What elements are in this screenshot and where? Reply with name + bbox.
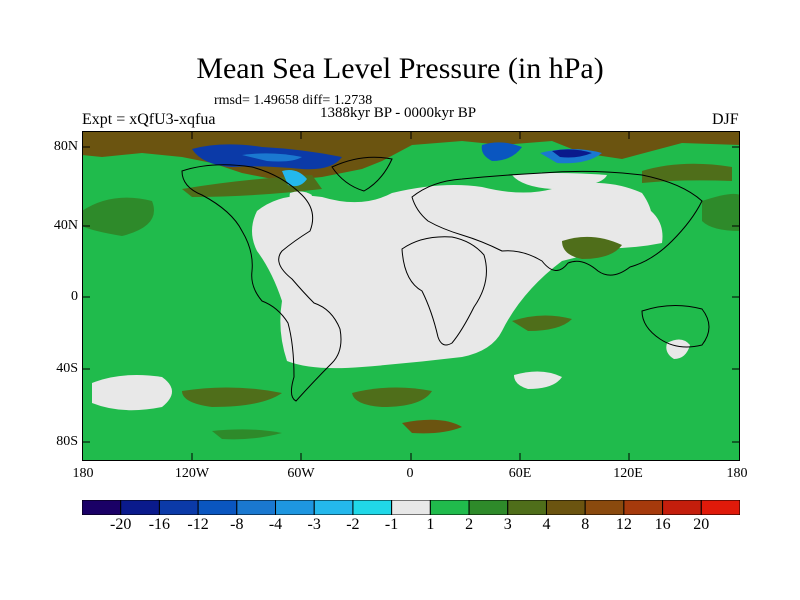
colorbar-cell [700,500,740,515]
lon-label-120e: 120E [613,466,643,481]
lon-label-180e: 180 [726,466,748,481]
colorbar-cell [158,500,199,515]
lon-label-0: 0 [406,466,414,481]
colorbar-cell [584,500,625,515]
colorbar-label: -1 [384,516,399,533]
season-label: DJF [712,111,739,128]
colorbar-cell [236,500,277,515]
experiment-label: Expt = xQfU3-xqfua [82,111,216,128]
colorbar-cell [197,500,238,515]
colorbar-cell [82,500,122,515]
colorbar-cell [429,500,470,515]
siberian-olive-band [642,163,732,183]
colorbar-cell [120,500,160,515]
colorbar-cell [313,500,354,515]
indian-ocean-olive-patch [512,315,572,331]
lat-label-0: 0 [71,289,78,304]
india-olive-patch [562,236,622,259]
colorbar-label: 3 [503,516,512,533]
colorbar-cell [352,500,393,515]
lat-label-80n: 80N [53,139,78,154]
lon-label-60e: 60E [508,466,532,481]
antarctic-dark-patch [212,429,282,440]
axis-ticks [82,131,740,461]
canadian-arctic-core [242,153,302,162]
tasman-one-hpa-patch [666,339,690,359]
lat-label-40n: 40N [53,218,78,233]
arctic-positive-anomaly [82,131,740,181]
hudson-one-hpa-patch [289,191,312,207]
asia-one-hpa-region [522,196,663,249]
colorbar-cell [507,500,547,515]
colorbar-label: -3 [307,516,321,533]
colorbar-label: 8 [581,516,590,533]
colorbar-cell [391,500,431,515]
colorbar-label: -12 [187,516,209,533]
lat-label-80s: 80S [56,434,78,449]
north-pacific-dark-patch [82,197,154,236]
colorbar-label: 20 [693,516,710,533]
lon-label-120w: 120W [174,466,210,481]
time-period-label: 1388kyr BP - 0000kyr BP [320,105,477,121]
siberia-one-hpa-region [512,173,607,189]
colorbar-label: -2 [346,516,360,533]
south-indian-one-hpa-patch [514,371,562,389]
west-pacific-dark-patch [702,193,740,231]
colorbar-label: 2 [465,516,474,533]
south-atlantic-olive-patch [352,387,432,407]
rmsd-diff-stats: rmsd= 1.49658 diff= 1.2738 [214,93,373,108]
baffin-cyan-patch [282,170,307,187]
colorbar-label: 16 [654,516,671,533]
siberian-negative-core [552,149,592,158]
colorbar [82,500,740,515]
colorbar-label: -8 [230,516,244,533]
colorbar-cell [623,500,664,515]
colorbar-label: -20 [110,516,132,533]
coastlines [181,156,710,402]
barents-negative-anomaly [481,142,522,161]
lon-label-180w: 180 [72,466,94,481]
colorbar-label: 4 [542,516,551,533]
colorbar-cell [468,500,509,515]
colorbar-cell [545,500,586,515]
pressure-anomaly-map [82,131,740,461]
south-pacific-olive-patch [182,387,282,407]
antarctic-brown-patch [402,419,462,434]
colorbar-label: 1 [426,516,435,533]
map-title: Mean Sea Level Pressure (in hPa) [196,52,604,85]
colorbar-label: -4 [268,516,283,533]
south-pacific-one-hpa-patch [92,375,172,411]
lat-label-40s: 40S [56,361,78,376]
colorbar-label: -16 [148,516,171,533]
colorbar-cell [662,500,702,515]
colorbar-cell [275,500,315,515]
lon-label-60w: 60W [287,466,315,481]
colorbar-label: 12 [615,516,632,533]
